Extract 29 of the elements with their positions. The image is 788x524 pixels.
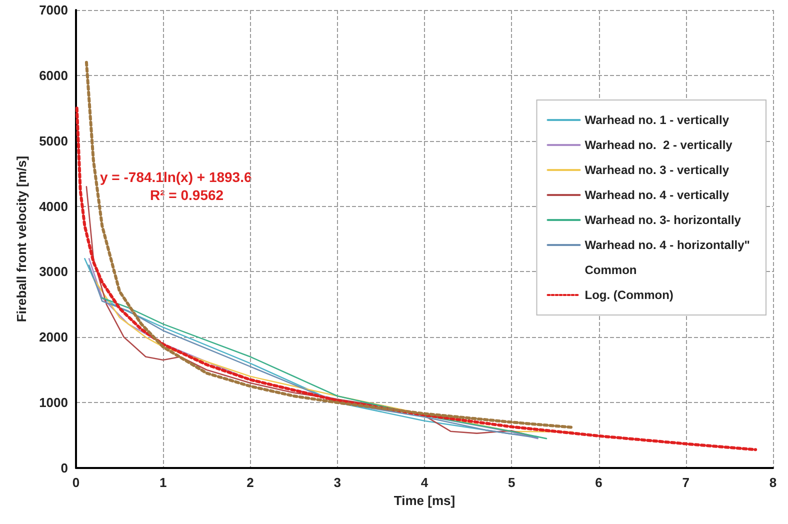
legend-label: Log. (Common) bbox=[584, 288, 674, 302]
legend-label: Warhead no. 4 - horizontally" bbox=[584, 238, 750, 252]
y-tick-label: 6000 bbox=[39, 68, 68, 83]
x-tick-label: 8 bbox=[769, 475, 777, 490]
x-tick-label: 5 bbox=[508, 475, 516, 490]
y-tick-label: 3000 bbox=[39, 264, 68, 280]
x-tick-label: 6 bbox=[595, 475, 602, 490]
y-tick-label: 5000 bbox=[39, 133, 68, 148]
legend-label: Warhead no. 2 - vertically bbox=[584, 138, 733, 152]
x-axis-title: Time [ms] bbox=[394, 492, 456, 508]
text: Common bbox=[584, 263, 637, 277]
x-tick-label: 7 bbox=[682, 475, 690, 490]
legend-label: Warhead no. 4 - vertically bbox=[584, 188, 730, 202]
x-tick-label: 1 bbox=[160, 475, 167, 490]
annotation: y = -784.1ln(x) + 1893.6 bbox=[100, 169, 252, 185]
y-tick-label: 1000 bbox=[39, 395, 68, 410]
legend-label: Warhead no. 3- horizontally bbox=[584, 213, 742, 227]
x-tick-label: 4 bbox=[420, 475, 429, 490]
y-tick-label: 4000 bbox=[39, 198, 68, 214]
x-tick-label: 3 bbox=[334, 475, 341, 490]
y-tick-label: 2000 bbox=[39, 330, 68, 345]
y-tick-label: 0 bbox=[60, 460, 68, 476]
x-tick-label: 2 bbox=[246, 475, 254, 490]
y-tick-label: 7000 bbox=[39, 2, 68, 18]
x-tick-label: 0 bbox=[72, 475, 80, 490]
annotation: R² = 0.9562 bbox=[150, 187, 224, 203]
legend-label: Warhead no. 1 - vertically bbox=[584, 113, 730, 127]
legend-label: Warhead no. 3 - vertically bbox=[584, 163, 730, 177]
y-axis-title: Fireball front velocity [m/s] bbox=[14, 156, 29, 322]
